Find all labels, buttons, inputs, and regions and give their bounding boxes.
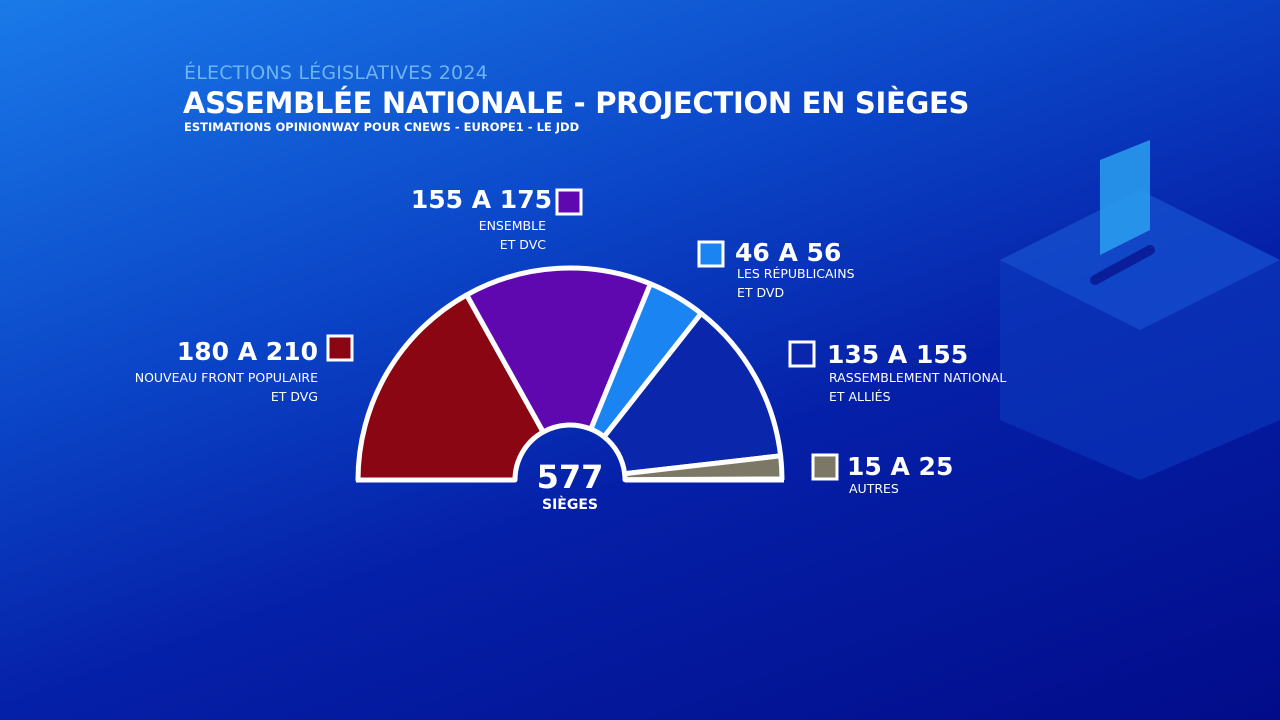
party-name: ENSEMBLE ET DVC [478, 218, 546, 252]
total-seats: 577 [536, 458, 604, 496]
range-label: 15 A 25 [847, 452, 954, 481]
seat-segment [355, 292, 546, 483]
range-label: 46 A 56 [735, 238, 842, 267]
total-label: SIÈGES [542, 497, 598, 513]
legend-swatch [811, 453, 839, 481]
range-label: 135 A 155 [827, 340, 969, 369]
legend-swatch [326, 334, 354, 362]
seat-segment [622, 453, 785, 483]
range-label: 180 A 210 [176, 337, 318, 366]
chart-subtitle: ESTIMATIONS OPINIONWAY POUR CNEWS - EURO… [184, 120, 580, 134]
legend-swatch [697, 240, 725, 268]
party-name: NOUVEAU FRONT POPULAIRE ET DVG [134, 370, 318, 404]
party-name: AUTRES [849, 481, 899, 496]
kicker: ÉLECTIONS LÉGISLATIVES 2024 [184, 62, 488, 84]
legend-swatch [555, 188, 583, 216]
party-name: RASSEMBLEMENT NATIONAL ET ALLIÉS [829, 370, 1007, 404]
party-name: LES RÉPUBLICAINS ET DVD [737, 266, 855, 300]
seat-segment [601, 310, 784, 477]
legend-swatch [788, 340, 816, 368]
range-label: 155 A 175 [410, 185, 552, 214]
chart-title: ASSEMBLÉE NATIONALE - PROJECTION EN SIÈG… [183, 86, 970, 120]
